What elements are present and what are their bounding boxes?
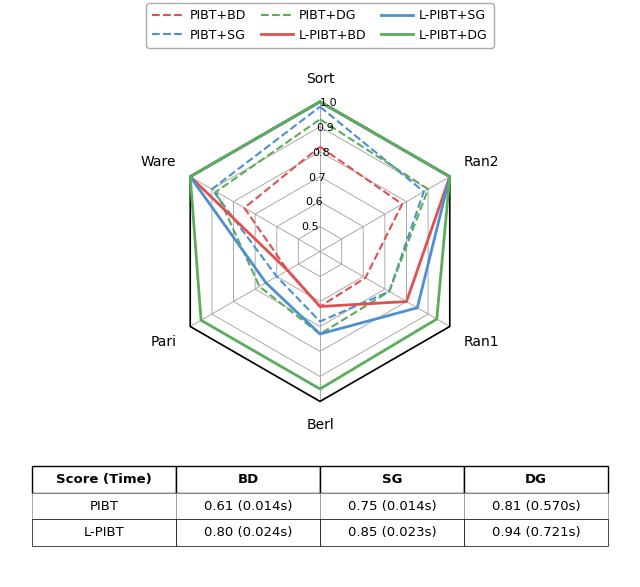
Text: Berl: Berl [306,417,334,431]
Text: 0.9: 0.9 [316,123,334,133]
Text: 0.6: 0.6 [305,197,323,207]
Text: 0.7: 0.7 [308,173,326,183]
Text: Ran1: Ran1 [464,335,499,349]
Text: Ran2: Ran2 [464,154,499,168]
Text: 0.5: 0.5 [301,222,319,232]
Text: 1.0: 1.0 [320,99,337,109]
Text: Pari: Pari [150,335,176,349]
Text: Ware: Ware [141,154,176,168]
Text: Sort: Sort [306,72,334,86]
Legend: PIBT+BD, PIBT+SG, PIBT+DG, L-PIBT+BD, L-PIBT+SG, L-PIBT+DG: PIBT+BD, PIBT+SG, PIBT+DG, L-PIBT+BD, L-… [146,4,494,48]
Text: 0.8: 0.8 [312,148,330,158]
